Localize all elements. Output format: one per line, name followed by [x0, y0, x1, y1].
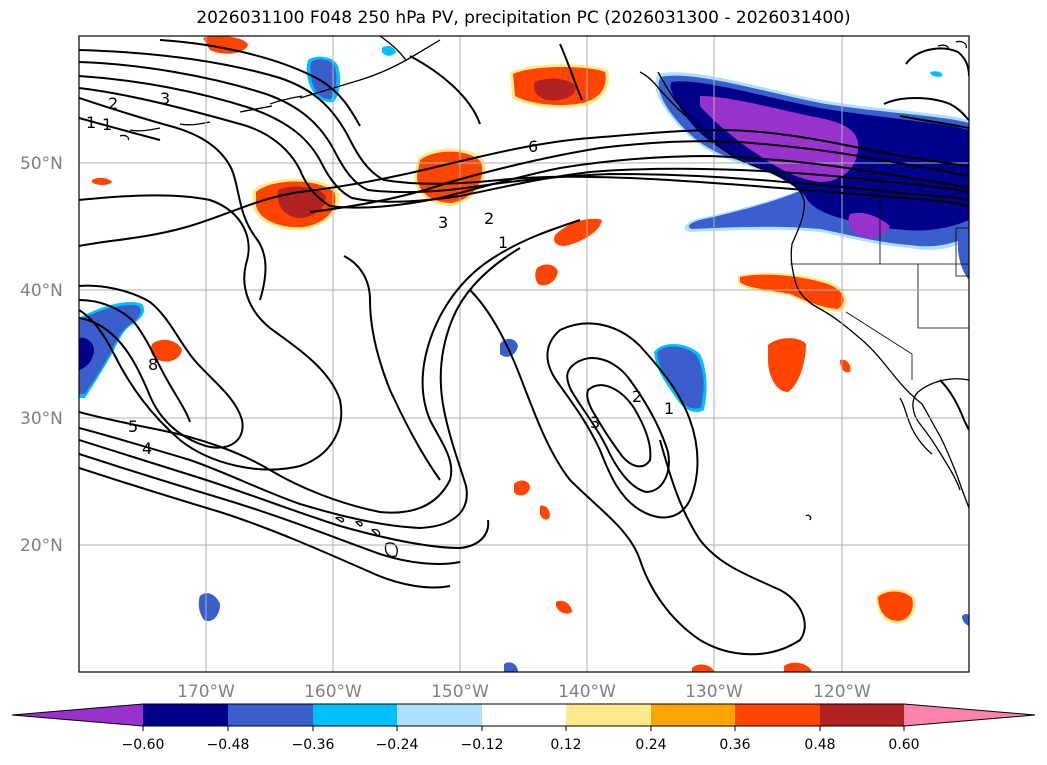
- colorbar-tick-label: 0.48: [804, 737, 835, 753]
- colorbar-tick-label: −0.60: [122, 737, 165, 753]
- map-frame: [78, 35, 970, 673]
- colorbar-tick-label: −0.24: [376, 737, 419, 753]
- contour-label: 5: [128, 417, 138, 436]
- lat-label: 40°N: [20, 281, 63, 301]
- precip-area-small-12: [784, 662, 812, 672]
- contour-label: 1: [86, 113, 96, 132]
- coastline-islands: [805, 514, 812, 521]
- lon-label: 170°W: [177, 682, 235, 702]
- colorbar-segment: [143, 704, 228, 726]
- pv-contour-jet-2: [79, 97, 969, 301]
- colorbar-segment: [228, 704, 313, 726]
- colorbar-tick-label: −0.48: [207, 737, 250, 753]
- colorbar: −0.60 −0.48 −0.36 −0.24 −0.12 0.12 0.24 …: [11, 703, 1036, 753]
- lat-label: 30°N: [20, 409, 63, 429]
- contour-label: 4: [142, 439, 152, 458]
- precip-area-small-18: [958, 225, 969, 280]
- lon-label: 150°W: [431, 682, 489, 702]
- colorbar-segment: [313, 704, 397, 726]
- contour-label: 8: [148, 355, 158, 374]
- colorbar-tick-label: 0.12: [550, 737, 581, 753]
- colorbar-extend-low: [12, 704, 143, 726]
- contour-label: 3: [438, 213, 448, 232]
- lat-label: 20°N: [20, 536, 63, 556]
- colorbar-tick-label: −0.12: [461, 737, 504, 753]
- precip-area-small-4: [150, 339, 182, 362]
- precip-area-small-1: [203, 36, 248, 54]
- colorbar-extend-high: [904, 704, 1035, 726]
- coastline-hawaii: [334, 516, 398, 558]
- colorbar-tick-label: 0.60: [888, 737, 919, 753]
- lon-label: 140°W: [558, 682, 616, 702]
- pv-contour-pac-low: [546, 322, 699, 519]
- colorbar-tick-label: 0.36: [719, 737, 750, 753]
- precip-area-small-17: [930, 71, 943, 77]
- longitude-labels: 170°W 160°W 150°W 140°W 130°W 120°W: [177, 682, 871, 702]
- gridlines: [79, 36, 969, 672]
- lon-label: 160°W: [304, 682, 362, 702]
- pv-contour-east: [939, 379, 969, 431]
- contour-label: 1: [664, 399, 674, 418]
- contour-label: 3: [590, 413, 600, 432]
- colorbar-segment: [735, 704, 820, 726]
- colorbar-tick-label: 0.24: [635, 737, 666, 753]
- pv-contour-trough-south: [469, 289, 806, 656]
- latitude-labels: 50°N 40°N 30°N 20°N: [20, 154, 63, 556]
- lon-label: 130°W: [685, 682, 743, 702]
- contour-label: 1: [102, 115, 112, 134]
- precip-area-small-10: [92, 177, 112, 185]
- precip-area-small-11: [692, 664, 714, 672]
- pv-contour-west-low: [79, 219, 581, 514]
- negative-precip-areas: [79, 45, 969, 672]
- contour-label: 3: [160, 89, 170, 108]
- precip-area-small-7: [514, 480, 530, 496]
- lon-label: 120°W: [813, 682, 871, 702]
- precip-area-small-19: [962, 613, 969, 626]
- precip-area-small-2: [554, 218, 602, 246]
- colorbar-segment: [397, 704, 482, 726]
- lat-label: 50°N: [20, 154, 63, 174]
- colorbar-segment: [482, 704, 566, 726]
- precip-area-small-20: [382, 45, 396, 56]
- precip-area-small-16: [504, 662, 518, 672]
- precip-area-small-15: [198, 593, 220, 622]
- precip-area-small-9: [556, 600, 572, 614]
- contour-label: 2: [108, 94, 118, 113]
- contour-labels: 2 3 1 1 6 3 2 1 8 5 4 3 2 1: [86, 89, 674, 458]
- contour-label: 2: [632, 387, 642, 406]
- pv-contour-jet-1: [79, 128, 969, 247]
- precip-area-small-13: [840, 359, 851, 373]
- colorbar-segment: [651, 704, 735, 726]
- contour-label: 6: [528, 137, 538, 156]
- contour-label: 1: [498, 233, 508, 252]
- precip-area-small-8: [540, 505, 550, 520]
- precip-area-small-5: [768, 338, 806, 392]
- colorbar-tick-label: −0.36: [292, 737, 335, 753]
- colorbar-segment: [820, 704, 904, 726]
- pv-contours: [79, 39, 969, 656]
- coastline-alaska: [299, 36, 441, 99]
- pv-contour-west-ridge: [79, 194, 343, 471]
- contour-label: 2: [484, 209, 494, 228]
- map-title: 2026031100 F048 250 hPa PV, precipitatio…: [196, 8, 851, 28]
- coastline-north-america: [657, 71, 969, 509]
- colorbar-segment: [566, 704, 651, 726]
- precip-area-small-3: [535, 264, 558, 286]
